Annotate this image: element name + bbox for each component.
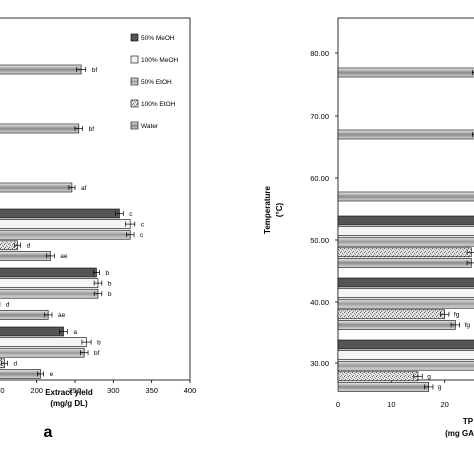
- legend-label-50pct-etoh: 50% EtOH: [141, 79, 172, 86]
- x-tick-label-b-10: 10: [387, 400, 395, 409]
- b-bar-g5-50pct-etoh: [337, 360, 474, 371]
- x-tick-label-a-400: 400: [184, 386, 197, 395]
- legend-label-water: Water: [141, 123, 159, 130]
- a-bar-g5-100pct-meoh: [0, 337, 87, 347]
- panel-a: 150 200 250 300 350 400 Extract yield (mg/g DL)…: [0, 17, 197, 441]
- x-axis-unit-b: (mg GA: [445, 429, 474, 438]
- x-tick-label-a-150: 150: [0, 386, 5, 395]
- legend-label-100pct-meoh: 100% MeOH: [141, 57, 179, 64]
- a-bar-g1-water: [0, 123, 80, 134]
- y-tick-label-b-2: 60.00: [310, 174, 329, 183]
- y-axis-unit-b: (°C): [275, 203, 284, 218]
- b-bar-g3-100pct-meoh: [337, 226, 474, 236]
- y-tick-label-b-0: 80.00: [310, 49, 329, 58]
- panel-label-a: a: [44, 424, 53, 441]
- b-bar-g4-50pct-meoh: [337, 277, 474, 288]
- x-tick-label-a-300: 300: [107, 386, 120, 395]
- b-bar-g4-50pct-etoh: [337, 298, 474, 309]
- a-sig-g4-50pct-meoh: b: [106, 270, 110, 277]
- x-tick-label-b-20: 20: [440, 400, 448, 409]
- y-tick-label-b-3: 50.00: [310, 236, 329, 245]
- a-sig-g0-water: bf: [92, 67, 98, 74]
- x-axis-label-b: TP: [463, 417, 474, 426]
- a-sig-g5-water: e: [50, 371, 54, 378]
- a-sig-g5-100pct-etoh: d: [14, 361, 18, 368]
- x-axis-unit-a: (mg/g DL): [50, 399, 88, 408]
- legend-swatch-50pct-meoh: [130, 33, 139, 42]
- a-sig-g4-100pct-etoh: d: [6, 302, 10, 309]
- b-bar-g5-50pct-meoh: [337, 339, 474, 350]
- legend-swatch-water: [130, 121, 139, 130]
- y-tick-label-b-1: 70.00: [310, 112, 329, 121]
- a-sig-g4-100pct-meoh: b: [108, 280, 112, 287]
- legend-swatch-100pct-etoh: [130, 99, 139, 108]
- b-sig-g5-100pct-etoh: g: [427, 374, 431, 381]
- a-sig-g2-water: af: [81, 185, 87, 192]
- a-bar-g5-50pct-etoh: [0, 347, 85, 358]
- a-bar-g2-water: [0, 182, 73, 193]
- b-bar-g3-water: [337, 258, 472, 268]
- x-tick-label-b-0: 0: [336, 400, 340, 409]
- a-sig-g1-water: bf: [89, 126, 95, 133]
- x-tick-label-a-200: 200: [30, 386, 43, 395]
- a-sig-g3-100pct-etoh: d: [27, 243, 31, 250]
- a-sig-g4-50pct-etoh: b: [108, 291, 112, 298]
- legend-label-50pct-meoh: 50% MeOH: [141, 35, 175, 42]
- a-sig-g5-50pct-etoh: bf: [94, 350, 100, 357]
- b-bar-g4-100pct-etoh: [337, 309, 445, 320]
- x-axis-label-a: Extract yield: [45, 388, 93, 397]
- b-bar-g3-100pct-etoh: [337, 247, 472, 258]
- y-axis-label-b: Temperature: [263, 186, 272, 234]
- a-bar-g4-water: [0, 310, 49, 320]
- b-bar-g5-water: [337, 382, 429, 392]
- y-tick-label-b-5: 30.00: [310, 359, 329, 368]
- plot-frame-a: [0, 17, 191, 381]
- a-bar-g5-50pct-meoh: [0, 326, 64, 337]
- a-bar-g5-water: [0, 369, 41, 379]
- b-bar-g4-100pct-meoh: [337, 288, 474, 298]
- b-bar-g5-100pct-meoh: [337, 350, 474, 360]
- b-bar-g5-100pct-etoh: [337, 371, 419, 382]
- b-bar-g4-water: [337, 320, 456, 330]
- a-bar-g0-water: [0, 64, 82, 75]
- legend-label-100pct-etoh: 100% EtOH: [141, 101, 176, 108]
- b-bar-g0-water: [337, 67, 474, 78]
- a-bar-g3-water: [0, 251, 51, 261]
- a-bar-g4-50pct-etoh: [0, 288, 99, 299]
- a-bar-g3-50pct-meoh: [0, 208, 120, 219]
- a-sig-g3-100pct-meoh: c: [141, 221, 145, 228]
- a-sig-g3-50pct-meoh: c: [129, 211, 133, 218]
- a-bar-g3-100pct-meoh: [0, 219, 131, 229]
- x-tick-label-a-250: 250: [69, 386, 82, 395]
- a-bar-g3-50pct-etoh: [0, 229, 131, 240]
- b-bar-g3-50pct-meoh: [337, 215, 474, 226]
- a-sig-g4-water: ae: [58, 312, 66, 319]
- a-sig-g3-water: ae: [60, 253, 68, 260]
- b-bar-g2-water: [337, 191, 474, 202]
- legend-swatch-50pct-etoh: [130, 77, 139, 86]
- a-sig-g5-100pct-meoh: b: [97, 339, 101, 346]
- b-sig-g4-water: fg: [465, 322, 471, 329]
- a-bar-g4-100pct-meoh: [0, 278, 99, 288]
- panel-b: 0 10 20 80.00 70.00 60.00 50.00 40.00 30.00 Tempe…: [263, 17, 474, 438]
- a-sig-g5-50pct-meoh: a: [73, 329, 77, 336]
- y-tick-label-b-4: 40.00: [310, 298, 329, 307]
- b-sig-g4-100pct-etoh: fg: [454, 312, 460, 319]
- b-sig-g5-water: g: [438, 384, 442, 391]
- a-bar-g4-50pct-meoh: [0, 267, 97, 278]
- x-tick-label-a-350: 350: [145, 386, 158, 395]
- b-bar-g3-50pct-etoh: [337, 236, 474, 247]
- b-bar-g1-water: [337, 129, 474, 140]
- a-sig-g3-50pct-etoh: c: [140, 232, 144, 239]
- legend-swatch-100pct-meoh: [130, 55, 139, 64]
